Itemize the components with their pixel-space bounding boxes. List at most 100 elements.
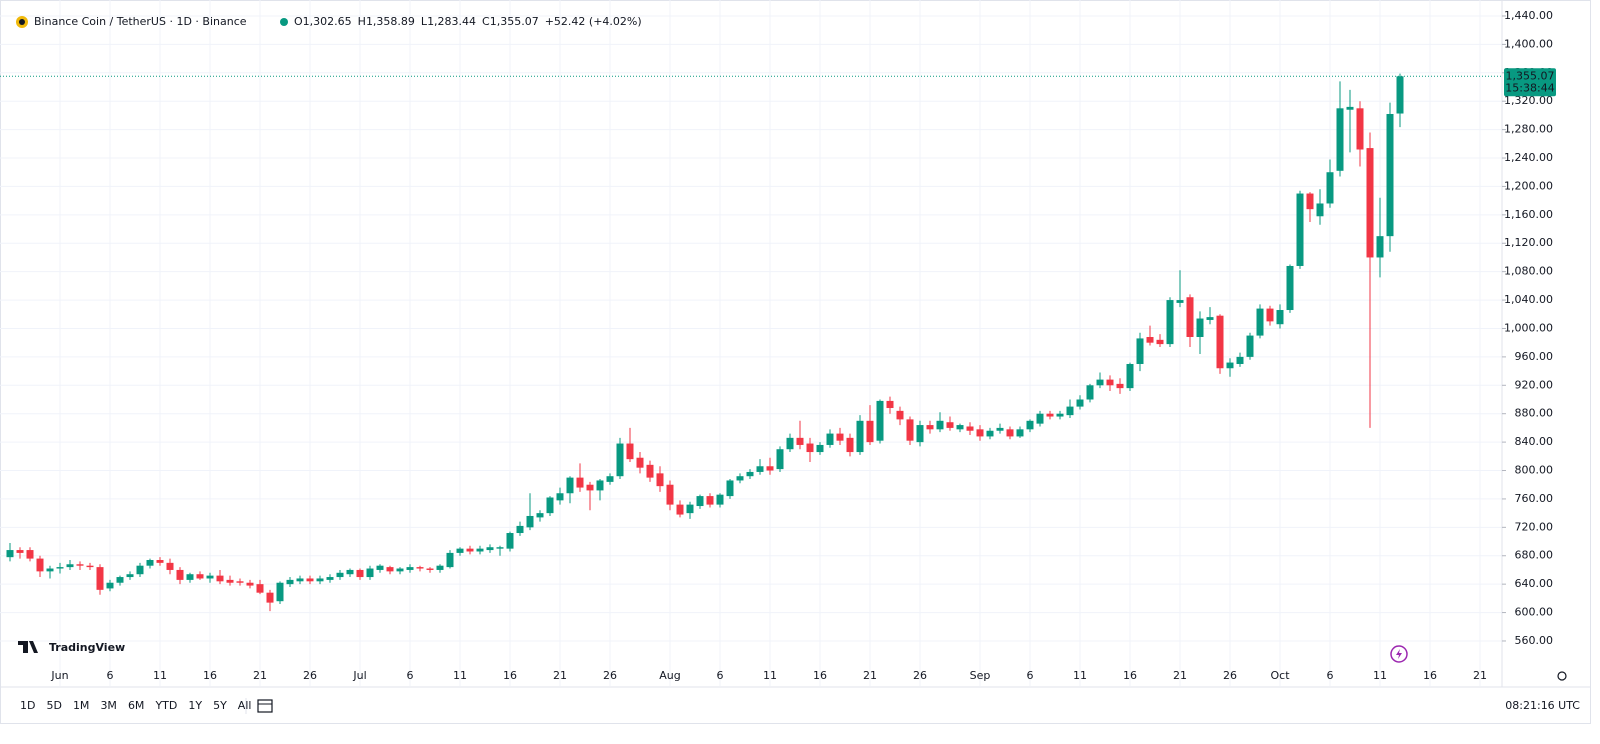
x-tick-label: 11 [453, 669, 467, 682]
candle [1266, 305, 1274, 326]
candle [316, 575, 324, 585]
candle-body [236, 581, 244, 583]
x-tick-label: 6 [107, 669, 114, 682]
x-tick-label: 16 [1123, 669, 1137, 682]
candle-body [1316, 203, 1324, 217]
candle-body [596, 480, 604, 491]
y-tick-label: 1,040.00 [1504, 293, 1553, 306]
y-tick-label: 1,120.00 [1504, 236, 1553, 249]
candle-body [336, 572, 344, 578]
y-tick-label: 560.00 [1515, 634, 1554, 647]
candle [546, 496, 554, 516]
candle [596, 479, 604, 501]
timeframe-button[interactable]: 1D [20, 699, 35, 712]
x-tick-label: Jul [352, 669, 366, 682]
candle [1336, 81, 1344, 177]
candle [716, 493, 724, 508]
candle-body [636, 457, 644, 468]
candle-body [1206, 317, 1214, 320]
timeframe-button[interactable]: 3M [100, 699, 117, 712]
settings-icon[interactable] [1557, 671, 1567, 681]
countdown: 15:38:44 [1505, 81, 1554, 94]
candle [506, 531, 514, 552]
candle [766, 457, 774, 475]
candle [986, 427, 994, 440]
candle-body [326, 577, 334, 580]
candle [276, 581, 284, 605]
candle-body [216, 575, 224, 582]
candle [1156, 334, 1164, 347]
candle-body [566, 477, 574, 494]
candle-body [1066, 406, 1074, 416]
candle-body [766, 466, 774, 471]
candle-body [576, 477, 584, 488]
candle [556, 487, 564, 505]
candle-body [736, 476, 744, 481]
timeframe-button[interactable]: 6M [128, 699, 145, 712]
symbol-title: Binance Coin / TetherUS · 1D · Binance [34, 15, 247, 28]
candle-body [426, 568, 434, 570]
candle-body [186, 574, 194, 580]
candles [6, 73, 1404, 612]
candle-body [556, 493, 564, 501]
candle [246, 579, 254, 589]
candle-body [1116, 383, 1124, 389]
candle-body [1046, 413, 1054, 417]
candle-body [626, 443, 634, 460]
candle-body [286, 579, 294, 585]
candle [376, 564, 384, 573]
candle [466, 545, 474, 555]
candle [446, 550, 454, 569]
candle [576, 463, 584, 492]
legend-key: O [294, 15, 303, 28]
candle-body [476, 548, 484, 552]
candle-body [386, 567, 394, 572]
candle [406, 564, 414, 573]
change: +52.42 (+4.02%) [545, 15, 642, 28]
x-tick-label: 11 [1073, 669, 1087, 682]
candle-body [1056, 413, 1064, 417]
candle-body [96, 567, 104, 590]
candle [366, 565, 374, 580]
candle-body [36, 558, 44, 572]
candle-body [176, 569, 184, 580]
y-tick-label: 1,080.00 [1504, 265, 1553, 278]
candle-body [1396, 76, 1404, 114]
candle-body [836, 433, 844, 441]
candle-body [516, 525, 524, 534]
timeframe-button[interactable]: 5Y [213, 699, 227, 712]
x-tick-label: 21 [1173, 669, 1187, 682]
candle [656, 466, 664, 492]
candle-body [6, 550, 14, 558]
timeframe-button[interactable]: All [238, 699, 252, 712]
candle [1256, 304, 1264, 339]
candle [146, 558, 154, 569]
compare-icon[interactable] [257, 699, 273, 713]
candle [166, 558, 174, 575]
x-tick-label: 26 [603, 669, 617, 682]
candle-body [156, 560, 164, 563]
timeframe-button[interactable]: YTD [154, 699, 177, 712]
timeframe-button[interactable]: 1Y [188, 699, 202, 712]
candle-body [316, 578, 324, 582]
candle-body [886, 400, 894, 409]
candle [966, 422, 974, 436]
candle [1226, 358, 1234, 377]
candle [76, 561, 84, 570]
timeframe-button[interactable]: 5D [46, 699, 61, 712]
x-tick-label: 26 [1223, 669, 1237, 682]
candle-body [1386, 113, 1394, 237]
candle [1276, 304, 1284, 329]
candle-body [586, 484, 594, 491]
candle-body [116, 577, 124, 583]
candle [56, 562, 64, 574]
candle [816, 442, 824, 455]
candle [256, 579, 264, 595]
timeframe-button[interactable]: 1M [73, 699, 90, 712]
candle-body [536, 513, 544, 518]
x-tick-label: 21 [1473, 669, 1487, 682]
alert-icon[interactable] [1390, 645, 1408, 663]
frame [0, 0, 1591, 724]
candle-body [856, 420, 864, 453]
candle [346, 568, 354, 578]
